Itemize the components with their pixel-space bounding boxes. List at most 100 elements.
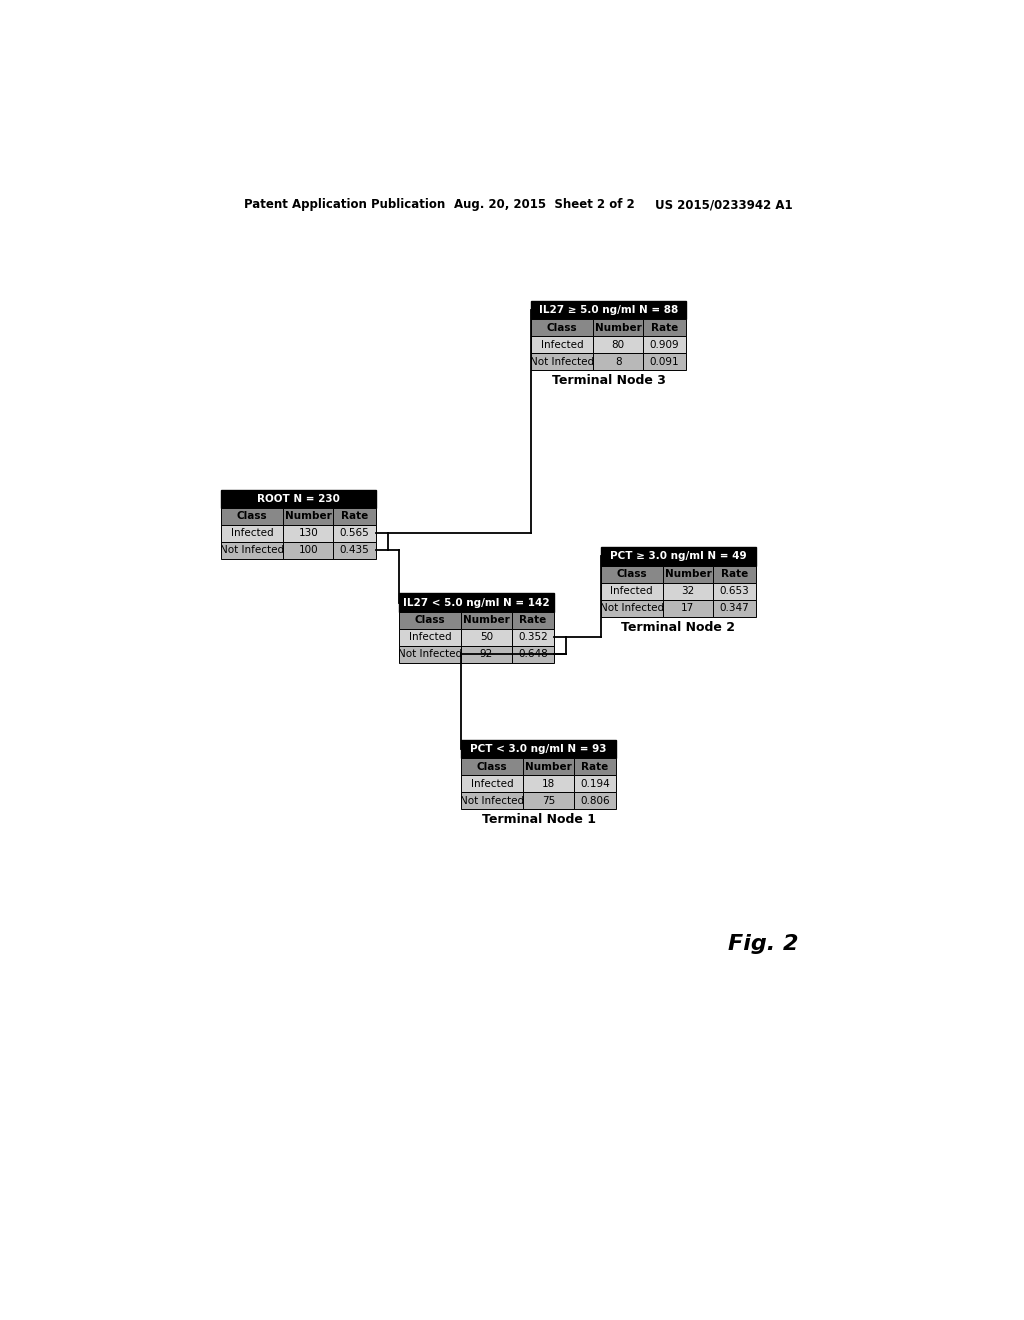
Text: IL27 < 5.0 ng/ml N = 142: IL27 < 5.0 ng/ml N = 142 bbox=[403, 598, 550, 607]
Bar bbox=[523, 792, 573, 809]
Text: Not Infected: Not Infected bbox=[530, 356, 594, 367]
Text: 0.194: 0.194 bbox=[580, 779, 610, 788]
Text: 75: 75 bbox=[542, 796, 555, 805]
Text: 0.909: 0.909 bbox=[650, 339, 680, 350]
Text: Number: Number bbox=[665, 569, 712, 579]
Bar bbox=[334, 508, 376, 525]
Text: 32: 32 bbox=[681, 586, 694, 597]
Text: Fig. 2: Fig. 2 bbox=[728, 933, 799, 954]
Text: 50: 50 bbox=[480, 632, 493, 643]
Text: Rate: Rate bbox=[721, 569, 749, 579]
Text: Rate: Rate bbox=[341, 511, 369, 521]
Text: 17: 17 bbox=[681, 603, 694, 612]
Text: PCT ≥ 3.0 ng/ml N = 49: PCT ≥ 3.0 ng/ml N = 49 bbox=[610, 552, 746, 561]
Bar bbox=[461, 612, 512, 628]
Bar bbox=[221, 508, 283, 525]
Text: Number: Number bbox=[463, 615, 510, 626]
Bar bbox=[663, 599, 713, 616]
Bar bbox=[573, 775, 616, 792]
Text: Not Infected: Not Infected bbox=[600, 603, 664, 612]
Text: 0.435: 0.435 bbox=[340, 545, 370, 556]
Bar bbox=[713, 566, 756, 582]
Bar bbox=[399, 645, 461, 663]
Bar bbox=[461, 645, 512, 663]
Bar bbox=[643, 337, 686, 354]
Text: 0.565: 0.565 bbox=[340, 528, 370, 539]
Bar bbox=[593, 337, 643, 354]
Text: Class: Class bbox=[616, 569, 647, 579]
Bar bbox=[663, 582, 713, 599]
Text: 0.347: 0.347 bbox=[720, 603, 750, 612]
Text: 0.352: 0.352 bbox=[518, 632, 548, 643]
Bar bbox=[283, 543, 334, 558]
Text: Infected: Infected bbox=[230, 528, 273, 539]
Bar bbox=[593, 319, 643, 337]
Bar bbox=[663, 566, 713, 582]
Text: Number: Number bbox=[595, 323, 642, 333]
Bar bbox=[461, 775, 523, 792]
Bar bbox=[334, 525, 376, 543]
Text: Rate: Rate bbox=[519, 615, 547, 626]
Text: 0.091: 0.091 bbox=[650, 356, 680, 367]
Bar bbox=[713, 582, 756, 599]
Bar bbox=[461, 628, 512, 645]
Text: Not Infected: Not Infected bbox=[398, 649, 462, 659]
Bar bbox=[523, 775, 573, 792]
Text: Terminal Node 3: Terminal Node 3 bbox=[552, 375, 666, 388]
Text: 8: 8 bbox=[614, 356, 622, 367]
Text: Patent Application Publication: Patent Application Publication bbox=[245, 198, 445, 211]
Bar bbox=[512, 612, 554, 628]
Bar bbox=[221, 525, 283, 543]
Text: Infected: Infected bbox=[471, 779, 514, 788]
Text: 0.653: 0.653 bbox=[720, 586, 750, 597]
Bar bbox=[512, 628, 554, 645]
Text: Terminal Node 1: Terminal Node 1 bbox=[481, 813, 596, 826]
Bar bbox=[573, 758, 616, 775]
Text: Infected: Infected bbox=[610, 586, 653, 597]
Bar bbox=[461, 792, 523, 809]
Text: Rate: Rate bbox=[582, 762, 608, 772]
Bar bbox=[283, 525, 334, 543]
Bar bbox=[593, 354, 643, 370]
Bar bbox=[221, 543, 283, 558]
Bar bbox=[531, 319, 593, 337]
Text: 130: 130 bbox=[298, 528, 318, 539]
Bar bbox=[399, 612, 461, 628]
Bar bbox=[283, 508, 334, 525]
Text: 80: 80 bbox=[611, 339, 625, 350]
Text: 0.806: 0.806 bbox=[581, 796, 609, 805]
Text: Class: Class bbox=[415, 615, 445, 626]
Text: Not Infected: Not Infected bbox=[220, 545, 284, 556]
Bar bbox=[601, 599, 663, 616]
Bar bbox=[334, 543, 376, 558]
Text: Rate: Rate bbox=[651, 323, 678, 333]
Text: 100: 100 bbox=[298, 545, 318, 556]
Bar bbox=[461, 758, 523, 775]
Bar bbox=[601, 582, 663, 599]
Text: Aug. 20, 2015  Sheet 2 of 2: Aug. 20, 2015 Sheet 2 of 2 bbox=[454, 198, 634, 211]
Text: Number: Number bbox=[285, 511, 332, 521]
Text: Number: Number bbox=[525, 762, 571, 772]
Text: Not Infected: Not Infected bbox=[460, 796, 524, 805]
Bar bbox=[523, 758, 573, 775]
Text: 0.648: 0.648 bbox=[518, 649, 548, 659]
Text: 92: 92 bbox=[480, 649, 494, 659]
Text: PCT < 3.0 ng/ml N = 93: PCT < 3.0 ng/ml N = 93 bbox=[470, 744, 607, 754]
Text: ROOT N = 230: ROOT N = 230 bbox=[257, 494, 340, 504]
Bar bbox=[573, 792, 616, 809]
Bar bbox=[221, 490, 376, 508]
Bar bbox=[512, 645, 554, 663]
Text: 18: 18 bbox=[542, 779, 555, 788]
Bar bbox=[713, 599, 756, 616]
Text: IL27 ≥ 5.0 ng/ml N = 88: IL27 ≥ 5.0 ng/ml N = 88 bbox=[539, 305, 678, 315]
Bar bbox=[531, 337, 593, 354]
Bar bbox=[601, 566, 663, 582]
Bar bbox=[643, 319, 686, 337]
Bar bbox=[531, 301, 686, 319]
Bar bbox=[601, 548, 756, 566]
Text: Class: Class bbox=[477, 762, 508, 772]
Bar bbox=[399, 628, 461, 645]
Bar bbox=[399, 594, 554, 612]
Bar bbox=[461, 739, 616, 758]
Text: Infected: Infected bbox=[409, 632, 452, 643]
